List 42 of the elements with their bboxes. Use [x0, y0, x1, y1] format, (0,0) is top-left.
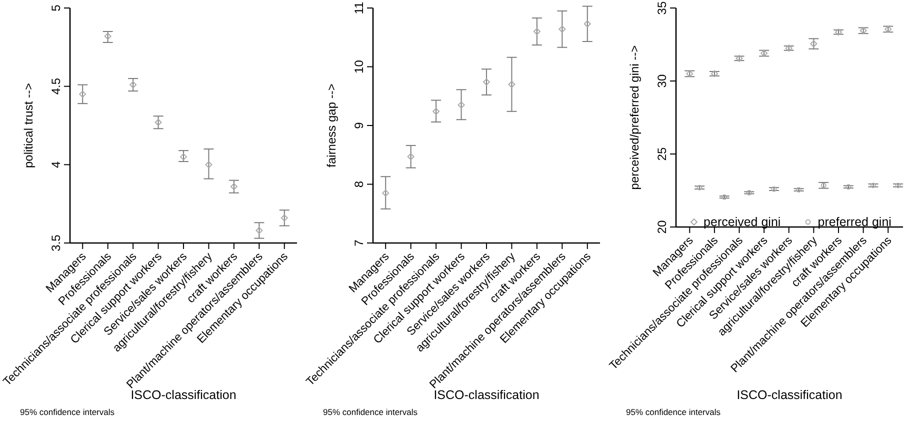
point: [130, 81, 137, 88]
y-tick-label: 35: [655, 1, 669, 15]
y-tick-label: 4: [49, 161, 63, 168]
y-axis-title: political trust -->: [21, 82, 36, 168]
legend-label: preferred gini: [818, 215, 892, 229]
y-tick-label: 11: [352, 1, 366, 14]
y-tick-label: 9: [352, 122, 366, 129]
x-axis-title: ISCO-classification: [434, 388, 540, 402]
point: [79, 90, 86, 98]
point: [382, 190, 390, 197]
y-tick-label: 7: [352, 239, 366, 246]
y-axis-title: perceived/preferred gini -->: [627, 45, 642, 190]
text: 95% confidence intervals: [20, 407, 115, 417]
y-tick-label: 10: [352, 60, 366, 74]
point: [205, 161, 212, 168]
point: [584, 20, 591, 28]
point: [432, 108, 440, 115]
point: [154, 118, 162, 126]
x-axis-title: ISCO-classification: [736, 388, 844, 402]
point: [407, 153, 414, 160]
point: [558, 26, 566, 33]
y-axis-title: fairness gap -->: [324, 84, 338, 168]
point: [280, 214, 288, 222]
x-axis-title: ISCO-classification: [130, 388, 238, 402]
y-tick-label: 3.5: [49, 234, 63, 252]
point: [533, 28, 540, 35]
y-tick-label: 4.5: [49, 78, 63, 95]
text: 95% confidence intervals: [626, 407, 721, 417]
point: [230, 183, 238, 190]
y-tick-label: 25: [655, 147, 669, 161]
y-tick-label: 20: [655, 220, 669, 234]
point: [180, 153, 187, 160]
point: [256, 226, 263, 234]
legend-label: perceived gini: [704, 215, 781, 229]
point: [458, 101, 465, 108]
y-tick-label: 8: [352, 180, 366, 188]
point: [104, 32, 112, 40]
point: [483, 78, 490, 86]
point: [508, 80, 516, 88]
y-tick-label: 5: [49, 4, 63, 12]
text: 95% confidence intervals: [323, 407, 418, 417]
y-tick-label: 30: [655, 74, 669, 88]
